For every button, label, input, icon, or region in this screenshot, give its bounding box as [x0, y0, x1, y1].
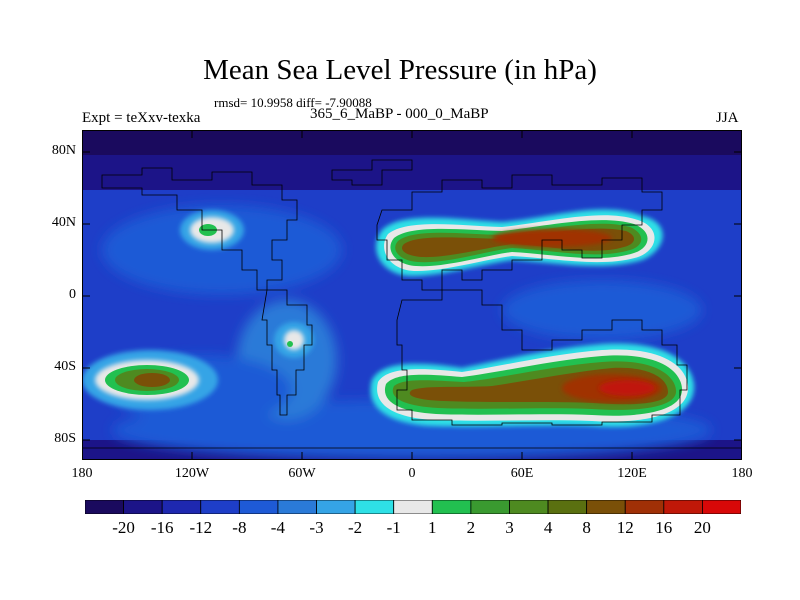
south-america-pressure-cell: [274, 322, 314, 358]
colorbar-label: 2: [466, 518, 476, 537]
stats-text: rmsd= 10.9958 diff= -7.90088: [214, 95, 372, 110]
plot-title: Mean Sea Level Pressure (in hPa): [203, 54, 597, 86]
colorbar-swatch: [354, 500, 395, 514]
lon-label-60e: 60E: [510, 466, 534, 481]
pressure-map: [82, 130, 742, 460]
coastlines: [82, 159, 742, 449]
colorbar-swatch: [200, 500, 240, 514]
lat-label-0: 0: [69, 287, 76, 302]
colorbar-swatch: [547, 500, 588, 514]
colorbar-label: -16: [150, 518, 174, 537]
lon-label-180w: 180: [71, 466, 93, 481]
lon-label-180e: 180: [731, 466, 753, 481]
colorbar-label: 4: [543, 518, 553, 537]
colorbar-swatch: [663, 500, 703, 514]
experiment-label: Expt = teXxv-texka: [82, 110, 201, 126]
colorbar-swatch: [702, 500, 741, 514]
colorbar-label: -12: [189, 518, 213, 537]
colorbar-label: 20: [693, 518, 711, 537]
lat-label-40s: 40S: [54, 359, 76, 374]
colorbar-swatch: [624, 500, 665, 514]
colorbar-swatch: [161, 500, 202, 514]
colorbar-swatch: [586, 500, 626, 514]
colorbar-label: 1: [428, 518, 437, 537]
colorbar-label: 12: [616, 518, 634, 537]
lat-label-80n: 80N: [51, 143, 76, 158]
colorbar-label: -4: [270, 518, 285, 537]
colorbar-swatch: [393, 500, 433, 514]
southern-continent-pressure-cell: [370, 343, 695, 427]
lon-label-120e: 120E: [617, 466, 647, 481]
colorbar-label: -2: [348, 518, 363, 537]
colorbar-swatch: [85, 500, 124, 514]
colorbar-swatch: [470, 500, 510, 514]
lat-label-40n: 40N: [51, 215, 76, 230]
colorbar-swatch: [316, 500, 356, 514]
colorbar-label: -1: [386, 518, 401, 537]
northwest-pressure-cell: [180, 210, 244, 250]
colorbar-swatch: [238, 500, 279, 514]
colorbar: [85, 500, 741, 514]
colorbar-label: 3: [505, 518, 514, 537]
colorbar-label: -20: [112, 518, 135, 537]
lon-label-60w: 60W: [288, 466, 316, 481]
colorbar-swatch: [509, 500, 549, 514]
colorbar-swatch: [431, 500, 472, 514]
lon-label-120w: 120W: [174, 466, 210, 481]
season-label: JJA: [716, 110, 739, 126]
lat-label-80s: 80S: [54, 431, 76, 446]
comparison-label: 365_6_MaBP - 000_0_MaBP: [310, 106, 489, 122]
colorbar-label: -3: [309, 518, 324, 537]
lon-label-0: 0: [408, 466, 416, 481]
axis-ticks: [82, 130, 742, 460]
colorbar-label: 16: [655, 518, 673, 537]
colorbar-swatch: [277, 500, 317, 514]
colorbar-label: 8: [582, 518, 591, 537]
south-pacific-pressure-cell: [82, 350, 218, 410]
colorbar-label: -8: [232, 518, 247, 537]
northern-continent-pressure-cell: [376, 209, 663, 276]
colorbar-swatch: [123, 500, 163, 514]
